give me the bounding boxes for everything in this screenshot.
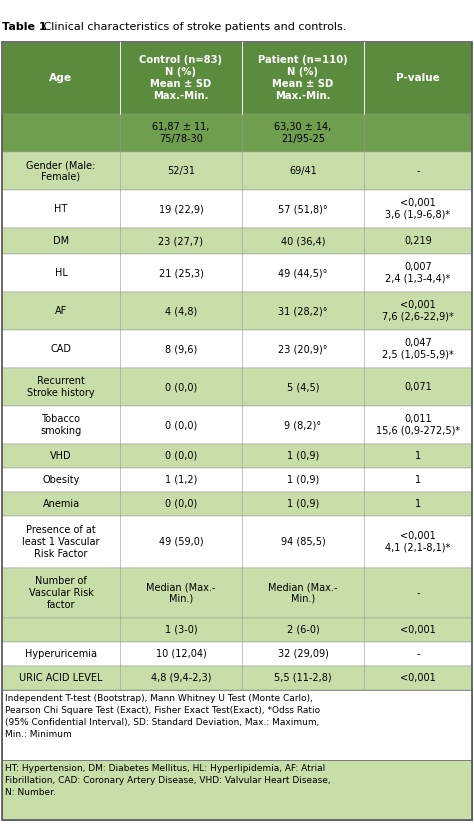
Bar — [2, 152, 472, 190]
Text: Gender (Male:
Female): Gender (Male: Female) — [27, 161, 96, 182]
Text: 1: 1 — [415, 451, 421, 461]
Text: 1 (0,9): 1 (0,9) — [287, 499, 319, 509]
Text: <0,001: <0,001 — [400, 625, 436, 635]
Text: <0,001: <0,001 — [400, 673, 436, 683]
Text: 0,219: 0,219 — [404, 236, 432, 246]
Text: 49 (59,0): 49 (59,0) — [159, 537, 203, 547]
Text: 1 (1,2): 1 (1,2) — [165, 475, 197, 485]
Text: HT: Hypertension, DM: Diabetes Mellitus, HL: Hyperlipidemia, AF: Atrial
Fibrilla: HT: Hypertension, DM: Diabetes Mellitus,… — [5, 764, 331, 797]
Text: 5 (4,5): 5 (4,5) — [287, 382, 319, 392]
Text: 69/41: 69/41 — [289, 166, 317, 176]
Text: Anemia: Anemia — [43, 499, 80, 509]
Text: 8 (9,6): 8 (9,6) — [165, 344, 197, 354]
Bar — [2, 254, 472, 292]
Text: 94 (85,5): 94 (85,5) — [281, 537, 325, 547]
Text: Obesity: Obesity — [42, 475, 80, 485]
Bar — [2, 42, 472, 114]
Text: 57 (51,8)°: 57 (51,8)° — [278, 204, 328, 214]
Text: 1 (3-0): 1 (3-0) — [164, 625, 197, 635]
Text: AF: AF — [55, 306, 67, 316]
Text: 0 (0,0): 0 (0,0) — [165, 382, 197, 392]
Text: 9 (8,2)°: 9 (8,2)° — [284, 420, 321, 430]
Text: Control (n=83)
N (%)
Mean ± SD
Max.-Min.: Control (n=83) N (%) Mean ± SD Max.-Min. — [139, 55, 222, 101]
Text: Table 1: Table 1 — [2, 22, 46, 32]
Text: 1 (0,9): 1 (0,9) — [287, 475, 319, 485]
Text: 23 (27,7): 23 (27,7) — [158, 236, 203, 246]
Text: 2 (6-0): 2 (6-0) — [287, 625, 319, 635]
Text: 0 (0,0): 0 (0,0) — [165, 499, 197, 509]
Text: CAD: CAD — [51, 344, 72, 354]
Text: 0,071: 0,071 — [404, 382, 432, 392]
Text: 0 (0,0): 0 (0,0) — [165, 451, 197, 461]
Text: 1: 1 — [415, 499, 421, 509]
Text: Recurrent
Stroke history: Recurrent Stroke history — [27, 376, 95, 398]
Bar — [2, 368, 472, 406]
Text: Median (Max.-
Min.): Median (Max.- Min.) — [146, 582, 216, 604]
Bar — [2, 516, 472, 568]
Text: 0,007
2,4 (1,3-4,4)*: 0,007 2,4 (1,3-4,4)* — [385, 262, 451, 284]
Text: Presence of at
least 1 Vascular
Risk Factor: Presence of at least 1 Vascular Risk Fac… — [22, 525, 100, 558]
Text: DM: DM — [53, 236, 69, 246]
Bar — [2, 492, 472, 516]
Bar — [2, 114, 472, 152]
Text: 52/31: 52/31 — [167, 166, 195, 176]
Text: 63,30 ± 14,
21/95-25: 63,30 ± 14, 21/95-25 — [274, 122, 332, 144]
Bar — [2, 666, 472, 690]
Bar — [2, 468, 472, 492]
Text: -: - — [416, 588, 420, 598]
Text: 31 (28,2)°: 31 (28,2)° — [278, 306, 328, 316]
Bar — [2, 690, 472, 760]
Text: 10 (12,04): 10 (12,04) — [155, 649, 206, 659]
Bar — [2, 406, 472, 444]
Text: HT: HT — [55, 204, 68, 214]
Text: 0,011
15,6 (0,9-272,5)*: 0,011 15,6 (0,9-272,5)* — [376, 414, 460, 436]
Text: 5,5 (11-2,8): 5,5 (11-2,8) — [274, 673, 332, 683]
Text: Number of
Vascular Risk
factor: Number of Vascular Risk factor — [28, 577, 93, 610]
Text: Age: Age — [49, 73, 73, 83]
Text: 4,8 (9,4-2,3): 4,8 (9,4-2,3) — [151, 673, 211, 683]
Text: Independent T-test (Bootstrap), Mann Whitney U Test (Monte Carlo),
Pearson Chi S: Independent T-test (Bootstrap), Mann Whi… — [5, 694, 320, 740]
Text: HL: HL — [55, 268, 67, 278]
Text: <0,001
7,6 (2,6-22,9)*: <0,001 7,6 (2,6-22,9)* — [382, 300, 454, 322]
Text: 4 (4,8): 4 (4,8) — [165, 306, 197, 316]
Text: 40 (36,4): 40 (36,4) — [281, 236, 325, 246]
Text: 1: 1 — [415, 475, 421, 485]
Bar — [2, 190, 472, 228]
Text: 0,047
2,5 (1,05-5,9)*: 0,047 2,5 (1,05-5,9)* — [382, 338, 454, 359]
Text: Patient (n=110)
N (%)
Mean ± SD
Max.-Min.: Patient (n=110) N (%) Mean ± SD Max.-Min… — [258, 55, 348, 101]
Text: VHD: VHD — [50, 451, 72, 461]
Text: Tobacco
smoking: Tobacco smoking — [40, 414, 82, 436]
Bar — [2, 444, 472, 468]
Text: <0,001
3,6 (1,9-6,8)*: <0,001 3,6 (1,9-6,8)* — [385, 198, 451, 220]
Text: <0,001
4,1 (2,1-8,1)*: <0,001 4,1 (2,1-8,1)* — [385, 531, 451, 552]
Text: 61,87 ± 11,
75/78-30: 61,87 ± 11, 75/78-30 — [152, 122, 210, 144]
Text: Clinical characteristics of stroke patients and controls.: Clinical characteristics of stroke patie… — [40, 22, 346, 32]
Bar — [2, 760, 472, 820]
Text: Median (Max.-
Min.): Median (Max.- Min.) — [268, 582, 337, 604]
Bar — [2, 642, 472, 666]
Text: -: - — [416, 166, 420, 176]
Text: 1 (0,9): 1 (0,9) — [287, 451, 319, 461]
Bar — [2, 292, 472, 330]
Bar — [2, 228, 472, 254]
Text: 23 (20,9)°: 23 (20,9)° — [278, 344, 328, 354]
Text: 19 (22,9): 19 (22,9) — [159, 204, 203, 214]
Text: 21 (25,3): 21 (25,3) — [159, 268, 203, 278]
Text: Hyperuricemia: Hyperuricemia — [25, 649, 97, 659]
Text: 49 (44,5)°: 49 (44,5)° — [278, 268, 328, 278]
Bar — [2, 568, 472, 618]
Text: URIC ACID LEVEL: URIC ACID LEVEL — [19, 673, 103, 683]
Text: 32 (29,09): 32 (29,09) — [278, 649, 328, 659]
Text: -: - — [416, 649, 420, 659]
Bar — [2, 618, 472, 642]
Text: 0 (0,0): 0 (0,0) — [165, 420, 197, 430]
Text: P-value: P-value — [396, 73, 440, 83]
Bar — [2, 330, 472, 368]
